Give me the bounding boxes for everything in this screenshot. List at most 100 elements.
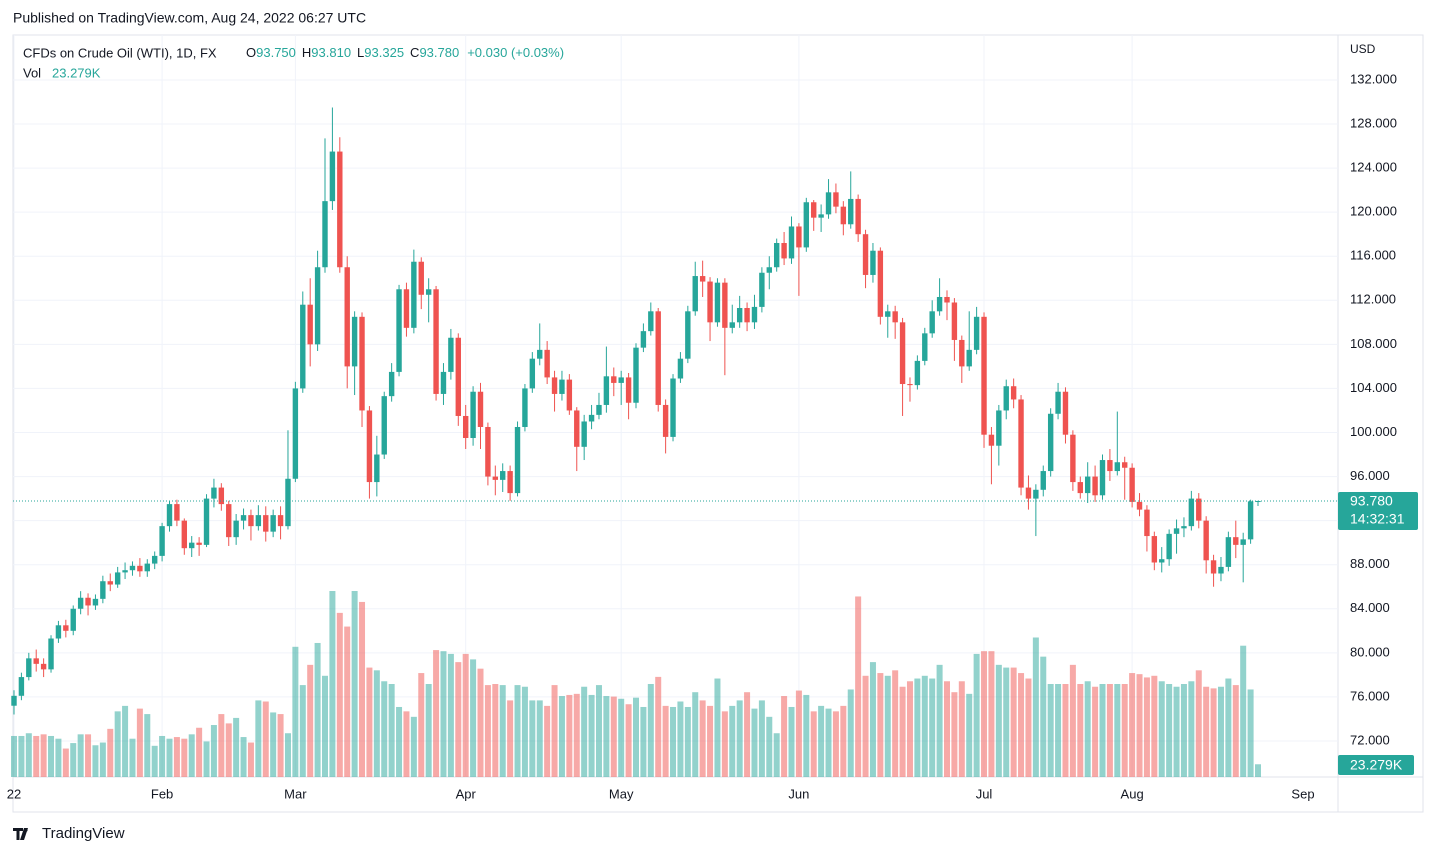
candle-body [322, 201, 328, 268]
candle-body [270, 515, 276, 532]
candle-body [381, 396, 387, 455]
candle-body [492, 476, 499, 480]
candle-body [233, 520, 239, 538]
candle-body [529, 358, 536, 389]
volume-bar [766, 716, 773, 777]
candle-body [63, 625, 69, 631]
volume-bar [625, 704, 632, 777]
change: +0.030 (+0.03%) [467, 45, 564, 60]
volume-bar [270, 712, 277, 777]
candle-body [1233, 537, 1239, 545]
candle-body [574, 410, 580, 447]
ohlc-value: 93.810 [311, 45, 351, 60]
volume-bar [136, 708, 143, 777]
volume-bar [929, 678, 936, 777]
candle-body [485, 426, 491, 477]
volume-bar [825, 708, 832, 777]
volume-bar [803, 694, 810, 777]
volume-bar [1099, 684, 1106, 777]
volume-bar [11, 735, 17, 777]
volume-bar [359, 601, 366, 777]
candle-body [174, 504, 180, 521]
volume-tag [1338, 755, 1414, 775]
volume-bar [729, 705, 736, 777]
volume-bar [329, 591, 336, 777]
volume-bar [884, 675, 891, 777]
candle-body [722, 282, 728, 328]
candle-body [1136, 501, 1143, 510]
volume-bar [159, 735, 166, 777]
volume-bar [981, 651, 988, 777]
candle-body [1203, 520, 1209, 561]
candle-body [151, 555, 158, 564]
volume-bar [181, 738, 188, 777]
volume-bar [507, 700, 514, 777]
candle-body [707, 281, 713, 323]
volume-bar [484, 685, 491, 777]
candle-body [1225, 537, 1232, 567]
volume-bar [1217, 686, 1224, 777]
volume-bar [558, 696, 565, 777]
volume-bar [855, 596, 862, 777]
volume-bar [944, 681, 950, 777]
candle-body [85, 597, 91, 606]
volume-bar [284, 733, 291, 777]
volume-bar [203, 741, 210, 777]
candle-body [203, 498, 210, 545]
volume-bar [477, 668, 484, 777]
ohlc-key: H [302, 45, 311, 60]
volume-bar [33, 735, 40, 777]
candle-body [218, 487, 225, 505]
candle-body [11, 695, 17, 706]
labels: 72.00076.00080.00084.00088.00092.00096.0… [7, 71, 1418, 801]
candle-body [633, 347, 639, 403]
candle-body [929, 311, 935, 334]
candle-body [603, 376, 610, 405]
candle-body [1122, 462, 1128, 468]
candle-body [907, 384, 913, 386]
candle-body [766, 267, 772, 273]
volume-bar [1210, 688, 1217, 777]
volume-bar [418, 673, 425, 777]
candle-body [537, 349, 543, 359]
volume-bar [692, 692, 699, 777]
candle-body [640, 331, 647, 348]
volume-bar [1084, 681, 1091, 777]
candle-body [1025, 487, 1032, 499]
candle-body [811, 202, 817, 218]
candle-body [1173, 528, 1180, 534]
candle-body [936, 296, 943, 312]
volume-bar [1025, 678, 1032, 777]
y-tick-label: 96.000 [1350, 468, 1390, 483]
candle-body [1003, 386, 1009, 411]
volume-bar [662, 705, 669, 777]
volume-bar [366, 667, 373, 777]
y-tick-label: 76.000 [1350, 688, 1390, 703]
x-tick-label: Feb [151, 786, 173, 801]
candle-body [670, 378, 676, 437]
candle-body [1055, 391, 1061, 414]
candle-body [144, 563, 150, 572]
candle-body [966, 349, 972, 367]
countdown: 14:32:31 [1350, 511, 1405, 527]
candle-body [1218, 566, 1224, 574]
candle-body [1151, 536, 1158, 563]
ohlc-header: O93.750 H93.810 L93.325 C93.780 +0.030 (+0.0… [246, 45, 564, 60]
y-tick-label: 124.000 [1350, 160, 1397, 175]
volume-bar [788, 706, 795, 777]
y-tick-label: 132.000 [1350, 71, 1397, 86]
volume-bar [40, 734, 47, 777]
candle-body [1010, 386, 1017, 400]
volume-bar [1077, 684, 1084, 777]
candle-body [277, 515, 284, 527]
candle-body [433, 289, 439, 394]
x-tick-label: Aug [1121, 786, 1144, 801]
candle-body [699, 276, 706, 282]
volume-bar [1047, 684, 1054, 777]
volume-bar [603, 696, 610, 777]
candle-body [129, 565, 136, 571]
volume-bar [581, 686, 588, 777]
candle-body [522, 388, 528, 427]
ohlc-value: 93.780 [419, 45, 459, 60]
y-tick-label: 120.000 [1350, 204, 1397, 219]
